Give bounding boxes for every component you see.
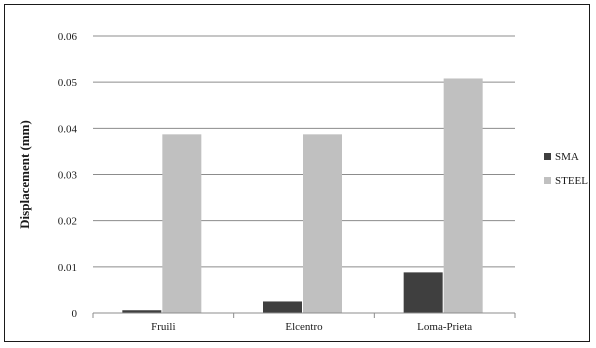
legend-label-steel: STEEL [555, 175, 588, 187]
y-tick-label: 0.04 [58, 123, 78, 135]
x-tick-label: Loma-Prieta [417, 321, 472, 333]
legend: SMA STEEL [544, 151, 588, 187]
legend-label-sma: SMA [555, 151, 579, 163]
x-axis-ticks: Fruili Elcentro Loma-Prieta [92, 313, 516, 333]
chart-frame [4, 4, 590, 342]
bar-sma-loma-prieta [403, 272, 443, 313]
y-tick-label: 0.02 [58, 216, 77, 228]
bar-steel-elcentro [303, 134, 342, 313]
x-tick-label: Elcentro [285, 321, 323, 333]
x-tick-label: Fruili [151, 321, 175, 333]
y-tick-label: 0 [72, 308, 78, 320]
y-axis-ticks: 0 0.01 0.02 0.03 0.04 0.05 0.06 [58, 31, 78, 320]
bar-steel-loma-prieta [443, 78, 483, 314]
legend-swatch-steel [544, 177, 551, 184]
bar-steel-fruili [162, 134, 202, 313]
y-tick-label: 0.03 [58, 170, 78, 182]
y-tick-label: 0.01 [58, 262, 77, 274]
legend-swatch-sma [544, 153, 551, 160]
bar-sma-fruili [122, 310, 162, 313]
bar-sma-elcentro [263, 301, 302, 313]
y-axis-label: Displacement (mm) [17, 120, 32, 229]
y-tick-label: 0.06 [58, 31, 78, 43]
y-tick-label: 0.05 [58, 77, 78, 89]
bars [122, 78, 483, 314]
